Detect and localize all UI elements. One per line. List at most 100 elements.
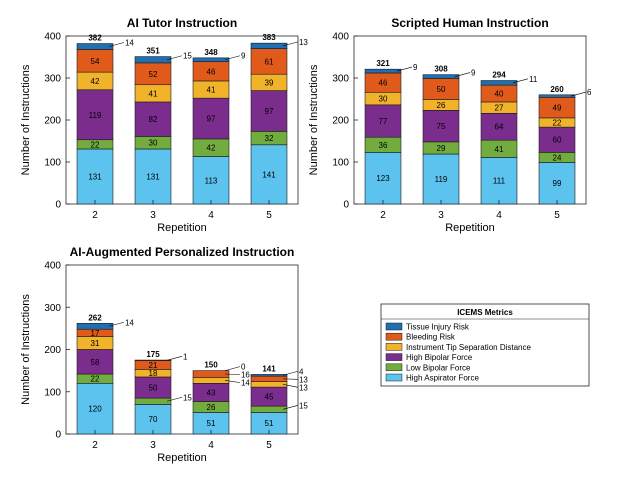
total-label: 308 [434,65,448,74]
bar-stack-3: 131 30 82 41 52 351 15 [134,47,192,205]
bar-segment [480,157,518,205]
chart-title: AI Tutor Instruction [127,16,237,30]
callout-leader [108,321,125,327]
legend-item: Bleeding Risk [385,333,456,342]
total-label: 348 [204,48,218,57]
data-label: 40 [495,90,504,99]
x-tick-label: 3 [150,210,156,221]
data-label: 50 [149,384,158,393]
x-tick-label: 2 [92,440,98,451]
y-tick-label: 400 [332,32,349,43]
y-tick-label: 0 [55,430,61,441]
y-axis-label: Number of Instructions [20,294,32,405]
legend-label: Instrument Tip Separation Distance [406,343,532,352]
total-label: 321 [376,59,390,68]
data-label: 70 [149,415,158,424]
bar-segment [250,90,288,132]
y-tick-label: 100 [332,158,349,169]
y-tick-label: 100 [44,158,61,169]
bar-segment [76,349,114,375]
callout-leader [512,78,529,84]
data-label: 41 [207,86,216,95]
bar-segment [192,97,230,140]
data-label: 46 [379,79,388,88]
chart-ai-tutor-instruction: AI Tutor Instruction 0 100 200 300 400 Number … [20,16,308,234]
data-label: 30 [149,139,158,148]
data-label: 32 [265,134,274,143]
bar-segment [364,68,402,74]
legend-swatch [385,363,403,372]
total-label: 150 [204,361,218,370]
bar-segment [364,152,402,205]
total-label: 351 [146,47,160,56]
total-label: 294 [492,71,506,80]
legend-item: High Aspirator Force [385,374,479,383]
callout-label: 9 [241,52,246,61]
bar-segment [192,377,230,384]
x-tick-label: 3 [438,210,444,221]
bar-segment [364,104,402,138]
chart-ai-augmented-personalized-instruction: AI-Augmented Personalized Instruction010… [20,245,308,464]
data-label: 36 [379,141,388,150]
data-label: 64 [495,123,504,132]
callout-leader [224,366,241,371]
y-tick-label: 300 [44,74,61,85]
callout-label: 15 [299,401,308,410]
x-tick-label: 4 [496,210,502,221]
data-label: 97 [207,115,216,124]
callout-label: 1 [183,352,188,361]
x-tick-label: 5 [554,210,560,221]
data-label: 26 [437,101,446,110]
data-label: 42 [91,77,100,86]
y-tick-label: 400 [44,261,61,272]
data-label: 24 [553,153,562,162]
data-label: 141 [262,170,276,179]
data-label: 60 [553,136,562,145]
bar-stack-5: 141 32 97 39 61 383 13 [250,33,308,205]
bar-segment [76,89,114,141]
x-tick-label: 4 [208,210,214,221]
callout-label: 0 [241,363,246,372]
data-label: 31 [91,339,100,348]
bar-stack-2: 123 36 77 30 46 321 9 [364,59,418,205]
y-tick-label: 200 [44,345,61,356]
callout-label: 11 [529,75,538,84]
y-tick-label: 100 [44,387,61,398]
y-tick-label: 200 [332,116,349,127]
callout-label: 13 [299,375,308,384]
total-label: 260 [550,85,564,94]
bar-segment [134,397,172,405]
data-label: 22 [553,119,562,128]
callout-label: 14 [125,39,134,48]
data-label: 22 [91,140,100,149]
y-tick-label: 400 [44,32,61,43]
data-label: 75 [437,122,446,131]
total-label: 175 [146,350,160,359]
data-label: 123 [376,174,390,183]
data-label: 51 [265,419,274,428]
callout-leader [282,404,299,410]
bar-segment [250,375,288,382]
data-label: 49 [553,104,562,113]
data-label: 27 [495,104,504,113]
legend-item: Instrument Tip Separation Distance [385,343,532,352]
bar-segment [134,56,172,64]
bar-stack-4: 113 42 97 41 46 348 9 [192,48,246,205]
x-tick-label: 5 [266,210,272,221]
callout-leader [282,41,299,47]
bar-stack-4: 111 41 64 27 40 294 11 [480,71,538,205]
data-label: 111 [493,177,506,186]
callout-leader [282,370,299,376]
callout-label: 14 [125,318,134,327]
data-label: 42 [207,144,216,153]
bar-segment [422,110,460,143]
data-label: 39 [265,78,274,87]
data-label: 17 [91,329,100,338]
bar-segment [250,374,288,377]
chart-scripted-human-instruction: Scripted Human Instruction 0 100 200 300 400 N… [308,16,592,234]
data-label: 18 [149,369,158,378]
callout-label: 6 [587,88,592,97]
